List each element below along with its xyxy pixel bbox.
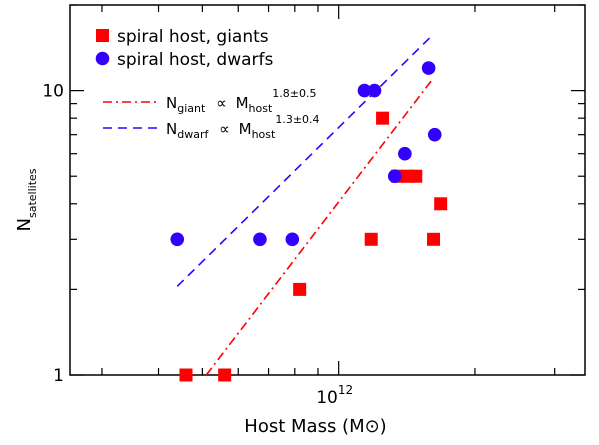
dwarf-point	[421, 61, 436, 75]
dwarf-point	[367, 83, 382, 98]
dwarf-point	[170, 232, 185, 247]
fit-lines-layer	[176, 33, 435, 376]
fit-formula-dwarf: Ndwarf ∝ Mhost1.3±0.4	[166, 113, 320, 141]
dwarf-point	[427, 127, 442, 142]
dwarf-point	[357, 83, 372, 98]
axes-layer	[69, 4, 586, 376]
giant-point	[293, 282, 307, 296]
giant-point	[364, 232, 378, 246]
y-tick-label: 10	[42, 82, 64, 102]
x-axis-title: Host Mass (M⊙)	[244, 416, 386, 437]
legend-label: spiral host, dwarfs	[117, 50, 273, 70]
legend: spiral host, giants spiral host, dwarfs Ng…	[95, 27, 320, 141]
legend-marker-giants	[96, 29, 109, 42]
giant-point	[409, 169, 423, 183]
y-tick-label: 1	[53, 366, 64, 386]
axis-labels: 1012 1 10 Host Mass (M⊙) Nsatellites	[14, 82, 387, 437]
giant-point	[218, 368, 232, 382]
fit-line-giant	[205, 80, 432, 376]
dwarf-point	[387, 169, 402, 184]
fit-formula-giant: Ngiant ∝ Mhost1.8±0.5	[166, 87, 317, 115]
giant-point	[427, 232, 441, 246]
legend-label: spiral host, giants	[117, 27, 269, 47]
giant-point	[376, 111, 390, 125]
giant-point	[179, 368, 193, 382]
dwarf-point	[398, 146, 412, 161]
giant-point	[434, 197, 448, 211]
fit-line-dwarf	[176, 33, 435, 287]
data-points-layer	[170, 61, 448, 382]
plot-frame	[69, 4, 586, 376]
x-tick-label: 1012	[316, 383, 353, 408]
y-axis-title: Nsatellites	[14, 168, 39, 231]
legend-marker-dwarfs	[95, 51, 110, 66]
dwarf-point	[285, 232, 300, 247]
dwarf-point	[253, 232, 267, 247]
